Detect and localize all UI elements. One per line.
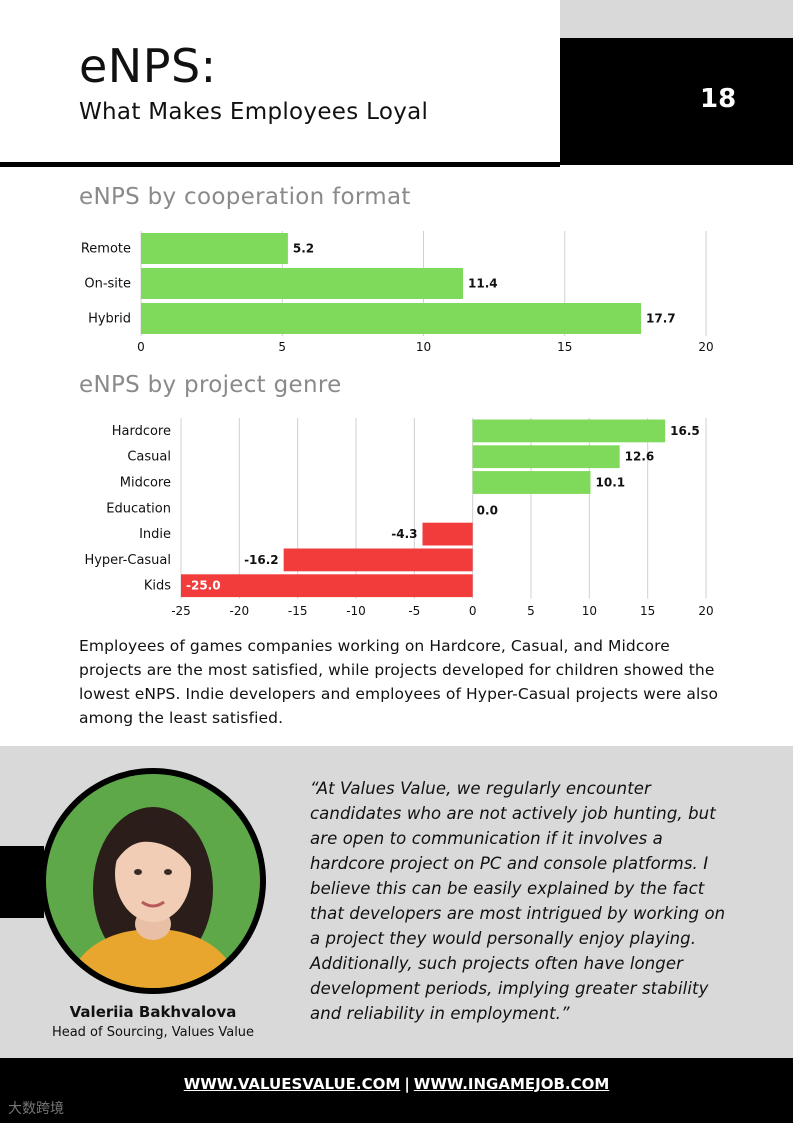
x-tick-label: 20 — [698, 604, 713, 618]
x-tick-label: 0 — [469, 604, 477, 618]
bar — [472, 419, 666, 443]
x-tick-label: 10 — [582, 604, 597, 618]
genre-bar-chart: -25 -20 -15 -10 -5 0 5 10 15 20 Hardcore 16.5 Casual… — [84, 418, 714, 618]
category-label: Casual — [127, 450, 171, 465]
category-label: Hyper-Casual — [84, 553, 171, 568]
category-label: On-site — [84, 277, 131, 292]
x-tick-label: -25 — [171, 604, 191, 618]
x-tick-label: -15 — [288, 604, 308, 618]
x-tick-label: -10 — [346, 604, 366, 618]
page-number: 18 — [700, 84, 737, 114]
header-rule — [0, 162, 560, 167]
bar — [422, 522, 473, 546]
quote-text: “At Values Value, we regularly encounter… — [310, 779, 726, 1023]
data-label: 11.4 — [468, 277, 498, 291]
data-label: 0.0 — [477, 503, 498, 517]
bar — [472, 445, 620, 469]
data-label: -25.0 — [186, 579, 221, 593]
header-gray-block — [560, 0, 793, 38]
footer-bar — [0, 1058, 793, 1123]
category-label: Midcore — [120, 476, 171, 491]
summary-paragraph: Employees of games companies working on … — [79, 637, 719, 727]
data-label: 17.7 — [646, 312, 676, 326]
data-label: -4.3 — [391, 527, 417, 541]
x-tick-label: -20 — [230, 604, 250, 618]
person-name: Valeriia Bakhvalova — [69, 1003, 237, 1021]
bar — [181, 574, 473, 598]
person-role: Head of Sourcing, Values Value — [51, 1025, 255, 1040]
x-tick-label: 5 — [278, 340, 286, 354]
quote-side-tab — [0, 846, 44, 918]
footer-link-ingamejob[interactable]: WWW.INGAMEJOB.COM — [413, 1075, 610, 1093]
category-label: Hardcore — [112, 424, 171, 439]
page-title: eNPS: — [79, 39, 217, 93]
header-black-block — [560, 38, 793, 165]
data-label: 10.1 — [596, 476, 626, 490]
x-tick-label: 5 — [527, 604, 535, 618]
bar — [141, 303, 642, 334]
x-tick-label: 15 — [640, 604, 655, 618]
footer-link-valuesvalue[interactable]: WWW.VALUESVALUE.COM — [183, 1075, 401, 1093]
x-tick-label: 15 — [557, 340, 572, 354]
watermark: 大数跨境 — [8, 1101, 64, 1117]
bar — [141, 268, 464, 299]
category-label: Education — [106, 501, 171, 516]
data-label: 12.6 — [625, 450, 655, 464]
x-tick-label: 10 — [416, 340, 431, 354]
x-tick-label: 20 — [698, 340, 713, 354]
page-subtitle: What Makes Employees Loyal — [79, 99, 429, 125]
footer-links: WWW.VALUESVALUE.COM | WWW.INGAMEJOB.COM — [0, 1075, 793, 1093]
avatar-illustration — [46, 774, 260, 988]
genre-chart-title: eNPS by project genre — [79, 372, 342, 398]
category-label: Remote — [81, 242, 131, 257]
data-label: 5.2 — [293, 242, 314, 256]
bar — [283, 548, 473, 572]
category-label: Hybrid — [88, 312, 131, 327]
x-tick-label: -5 — [408, 604, 420, 618]
avatar — [46, 774, 260, 988]
category-label: Kids — [144, 579, 171, 594]
bar — [472, 471, 591, 494]
format-chart-title: eNPS by cooperation format — [79, 184, 411, 210]
format-bar-chart: 0 5 10 15 20 Remote 5.2 On-site 11.4 Hybrid 17.7 — [81, 231, 714, 354]
footer-separator: | — [404, 1075, 410, 1093]
data-label: 16.5 — [670, 424, 700, 438]
x-tick-label: 0 — [137, 340, 145, 354]
category-label: Indie — [139, 527, 171, 542]
data-label: -16.2 — [244, 553, 279, 567]
bar — [141, 233, 288, 264]
